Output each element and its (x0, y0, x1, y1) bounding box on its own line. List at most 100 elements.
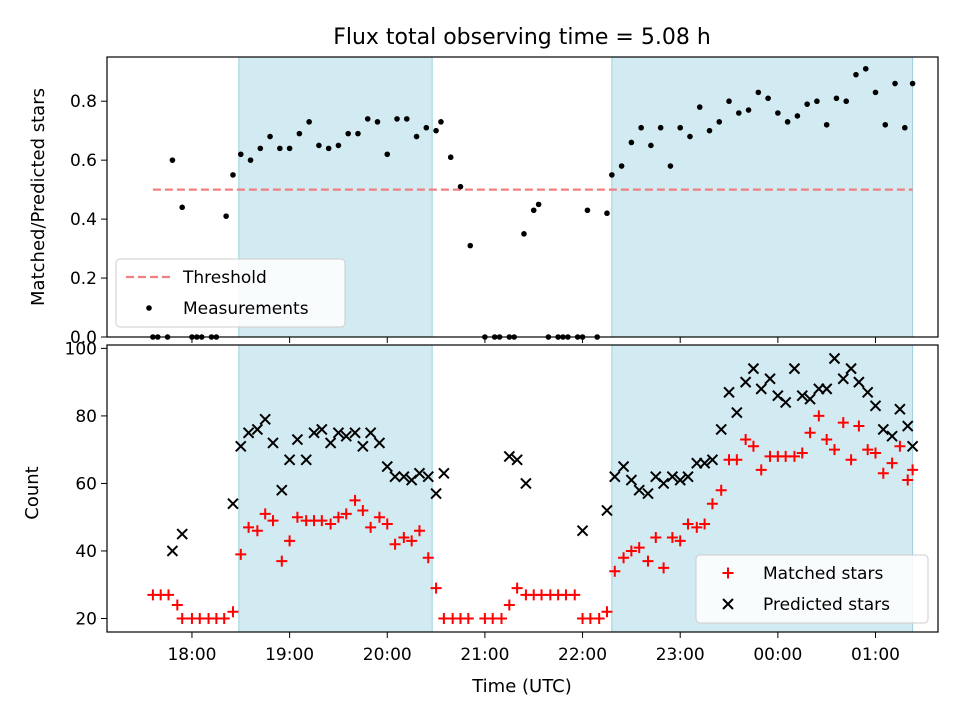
measurement-point (909, 80, 916, 87)
predicted-star-point (796, 389, 808, 402)
measurement-point (677, 124, 684, 131)
bottom-legend-box (695, 554, 929, 624)
predicted-star-point (324, 437, 337, 449)
matched-star-point (862, 444, 874, 456)
predicted-star-point (291, 433, 304, 446)
xtick-label: 22:00 (558, 645, 607, 665)
top-legend-box (115, 258, 346, 328)
matched-star-point (496, 612, 508, 624)
matched-star-point (593, 612, 605, 624)
measurement-point (696, 104, 703, 110)
bottom-axes-frame (106, 344, 939, 633)
matched-star-point (907, 464, 919, 476)
legend-predicted-swatch (722, 598, 734, 610)
matched-star-point (291, 511, 303, 523)
matched-star-point (788, 450, 800, 462)
xtick-label: 19:00 (265, 645, 314, 665)
matched-star-point (398, 531, 410, 543)
measurement-point (706, 127, 713, 134)
matched-star-point (332, 511, 344, 523)
matched-star-point (609, 565, 621, 577)
predicted-star-point (828, 352, 841, 365)
top-y-axis-label: Matched/Predicted stars (28, 88, 49, 306)
measurement-point (277, 145, 283, 152)
matched-star-point (365, 521, 377, 533)
predicted-star-point (267, 437, 279, 449)
measurement-point (403, 116, 410, 122)
matched-star-point (666, 531, 678, 543)
predicted-star-point (666, 470, 679, 483)
matched-star-point (430, 582, 442, 594)
measurement-point (306, 119, 312, 125)
matched-star-point (462, 612, 474, 624)
predicted-star-point (511, 454, 523, 466)
xtick-label: 01:00 (851, 645, 900, 665)
measurement-point (384, 151, 391, 158)
matched-star-point (267, 515, 279, 527)
predicted-star-point (657, 477, 670, 490)
matched-star-point (870, 447, 882, 459)
bottom-y-axis-label: Count (22, 466, 43, 519)
measurement-point (267, 133, 273, 140)
measurement-point (765, 95, 771, 102)
matched-star-point (755, 464, 767, 476)
measurement-point (169, 157, 176, 163)
measurement-point (521, 231, 527, 237)
measurement-point (687, 133, 693, 140)
measurement-point (535, 201, 542, 208)
measurement-point (638, 124, 644, 131)
measurement-point (618, 163, 625, 169)
matched-star-point (259, 508, 271, 520)
predicted-stars-points (166, 352, 919, 557)
predicted-star-point (617, 460, 630, 473)
measurement-point (648, 142, 654, 149)
matched-star-point (357, 504, 369, 516)
predicted-star-point (398, 470, 410, 483)
matched-star-point (601, 606, 613, 618)
xtick-label: 23:00 (656, 645, 705, 665)
measurement-point (433, 127, 439, 134)
matched-star-point (747, 440, 759, 452)
measurement-point (794, 113, 801, 119)
predicted-star-point (235, 440, 247, 453)
matched-star-point (821, 434, 833, 446)
measurement-point (716, 119, 723, 125)
xtick-label: 20:00 (363, 645, 412, 665)
xtick-label: 21:00 (460, 645, 509, 665)
predicted-star-point (804, 393, 816, 405)
predicted-star-point (300, 454, 312, 466)
bottom-ytick-label: 100 (65, 339, 97, 359)
matched-star-point (569, 589, 581, 601)
predicted-star-point (886, 430, 898, 442)
measurement-point (745, 107, 752, 113)
matched-star-point (894, 440, 906, 452)
predicted-star-point (373, 437, 386, 449)
predicted-star-point (723, 386, 735, 398)
matched-star-point (813, 410, 825, 422)
predicted-star-point (747, 362, 760, 375)
measurement-point (784, 119, 791, 125)
legend-predicted-label: Predicted stars (763, 595, 890, 615)
matched-star-point (642, 555, 654, 567)
measurement-point (892, 80, 898, 87)
predicted-star-point (601, 504, 613, 517)
predicted-star-point (283, 454, 296, 466)
matched-star-point (682, 518, 694, 530)
predicted-star-point (845, 362, 857, 375)
matched-star-point (243, 521, 255, 533)
predicted-star-point (176, 528, 188, 540)
predicted-star-point (837, 373, 849, 385)
predicted-star-point (698, 457, 711, 469)
measurement-point (667, 163, 674, 169)
matched-star-point (845, 454, 857, 466)
measurement-point (604, 210, 610, 217)
predicted-star-point (503, 450, 516, 463)
predicted-star-point (869, 400, 882, 412)
top-ytick-label: 0.2 (70, 269, 97, 289)
matched-stars-points (147, 410, 919, 624)
bottom-y-ticks: 20 40 60 80 100 (65, 339, 107, 629)
measurement-point (457, 183, 464, 190)
chart-title: Flux total observing time = 5.08 h (333, 25, 711, 50)
matched-star-point (373, 511, 385, 523)
measurement-point (374, 119, 381, 125)
